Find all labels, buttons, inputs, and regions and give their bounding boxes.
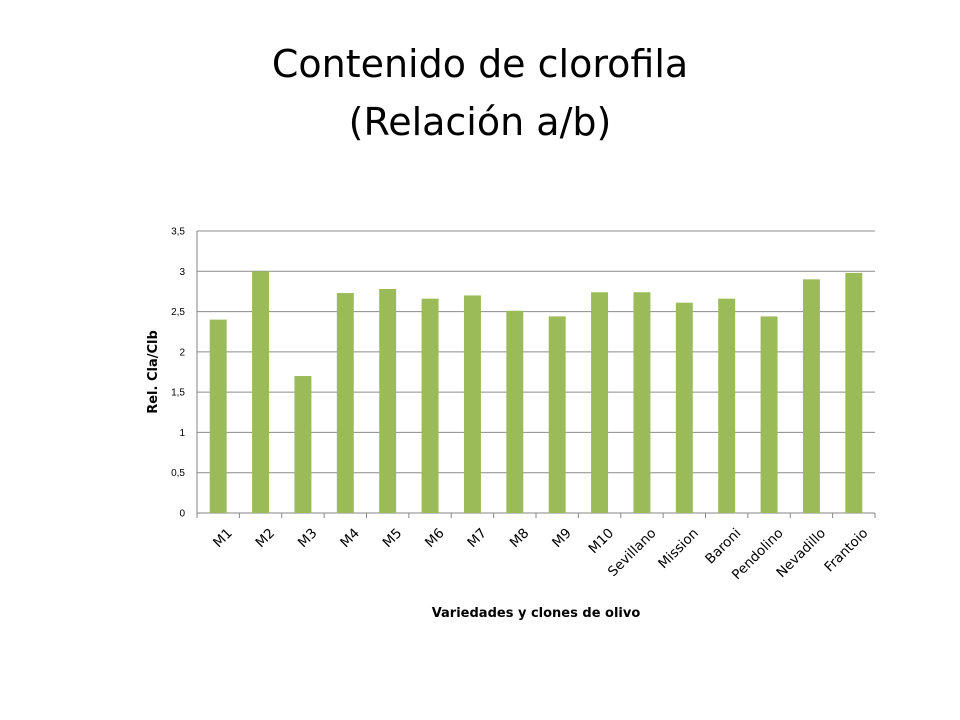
bar-sevillano <box>633 292 651 513</box>
y-tick-label: 3 <box>179 267 185 278</box>
y-tick-label: 2,5 <box>171 307 185 318</box>
y-tick-label: 0 <box>179 509 185 520</box>
bars <box>209 271 863 513</box>
slide-title-line2: (Relación a/b) <box>348 100 612 144</box>
bar-m7 <box>463 295 481 513</box>
y-tick-label: 0,5 <box>171 468 185 479</box>
x-tick-label: M10 <box>585 525 617 557</box>
x-tick-label: Frantoio <box>821 525 871 575</box>
x-tick-label: M8 <box>507 525 533 551</box>
x-tick-label: M5 <box>380 525 406 551</box>
x-tick-label: Mission <box>655 525 702 572</box>
y-tick-label: 1,5 <box>171 388 185 399</box>
slide-title-line1: Contenido de clorofila <box>271 42 689 86</box>
x-tick-label: M3 <box>295 525 321 551</box>
bar-m3 <box>294 376 312 513</box>
y-tick-labels: 0 0,5 1 1,5 2 2,5 3 3,5 <box>171 227 185 520</box>
bar-m8 <box>506 310 524 513</box>
y-tick-label: 3,5 <box>171 227 185 238</box>
x-tick-label: M9 <box>549 525 575 551</box>
bar-m6 <box>421 298 439 513</box>
x-tick-label: M7 <box>464 525 490 551</box>
x-tick-label: Baroni <box>702 525 744 567</box>
bar-m9 <box>548 316 566 513</box>
bar-m5 <box>379 289 397 513</box>
bar-pendolino <box>760 316 778 513</box>
x-tick-label: M4 <box>337 525 363 551</box>
x-axis-title: Variedades y clones de olivo <box>432 606 641 621</box>
bar-frantoio <box>845 272 863 513</box>
y-tick-label: 2 <box>179 347 185 358</box>
x-tick-label: M6 <box>422 525 448 551</box>
x-tick-label: M1 <box>210 525 236 551</box>
bar-m4 <box>336 293 354 513</box>
bar-m1 <box>209 319 227 513</box>
x-tick-label: M2 <box>253 525 279 551</box>
bar-m2 <box>252 271 270 513</box>
bar-m10 <box>591 292 609 513</box>
bar-nevadillo <box>802 279 820 513</box>
bar-baroni <box>718 298 736 513</box>
bar-mission <box>675 302 693 513</box>
y-tick-label: 1 <box>179 428 185 439</box>
y-axis-title: Rel. Cla/Clb <box>146 330 161 414</box>
